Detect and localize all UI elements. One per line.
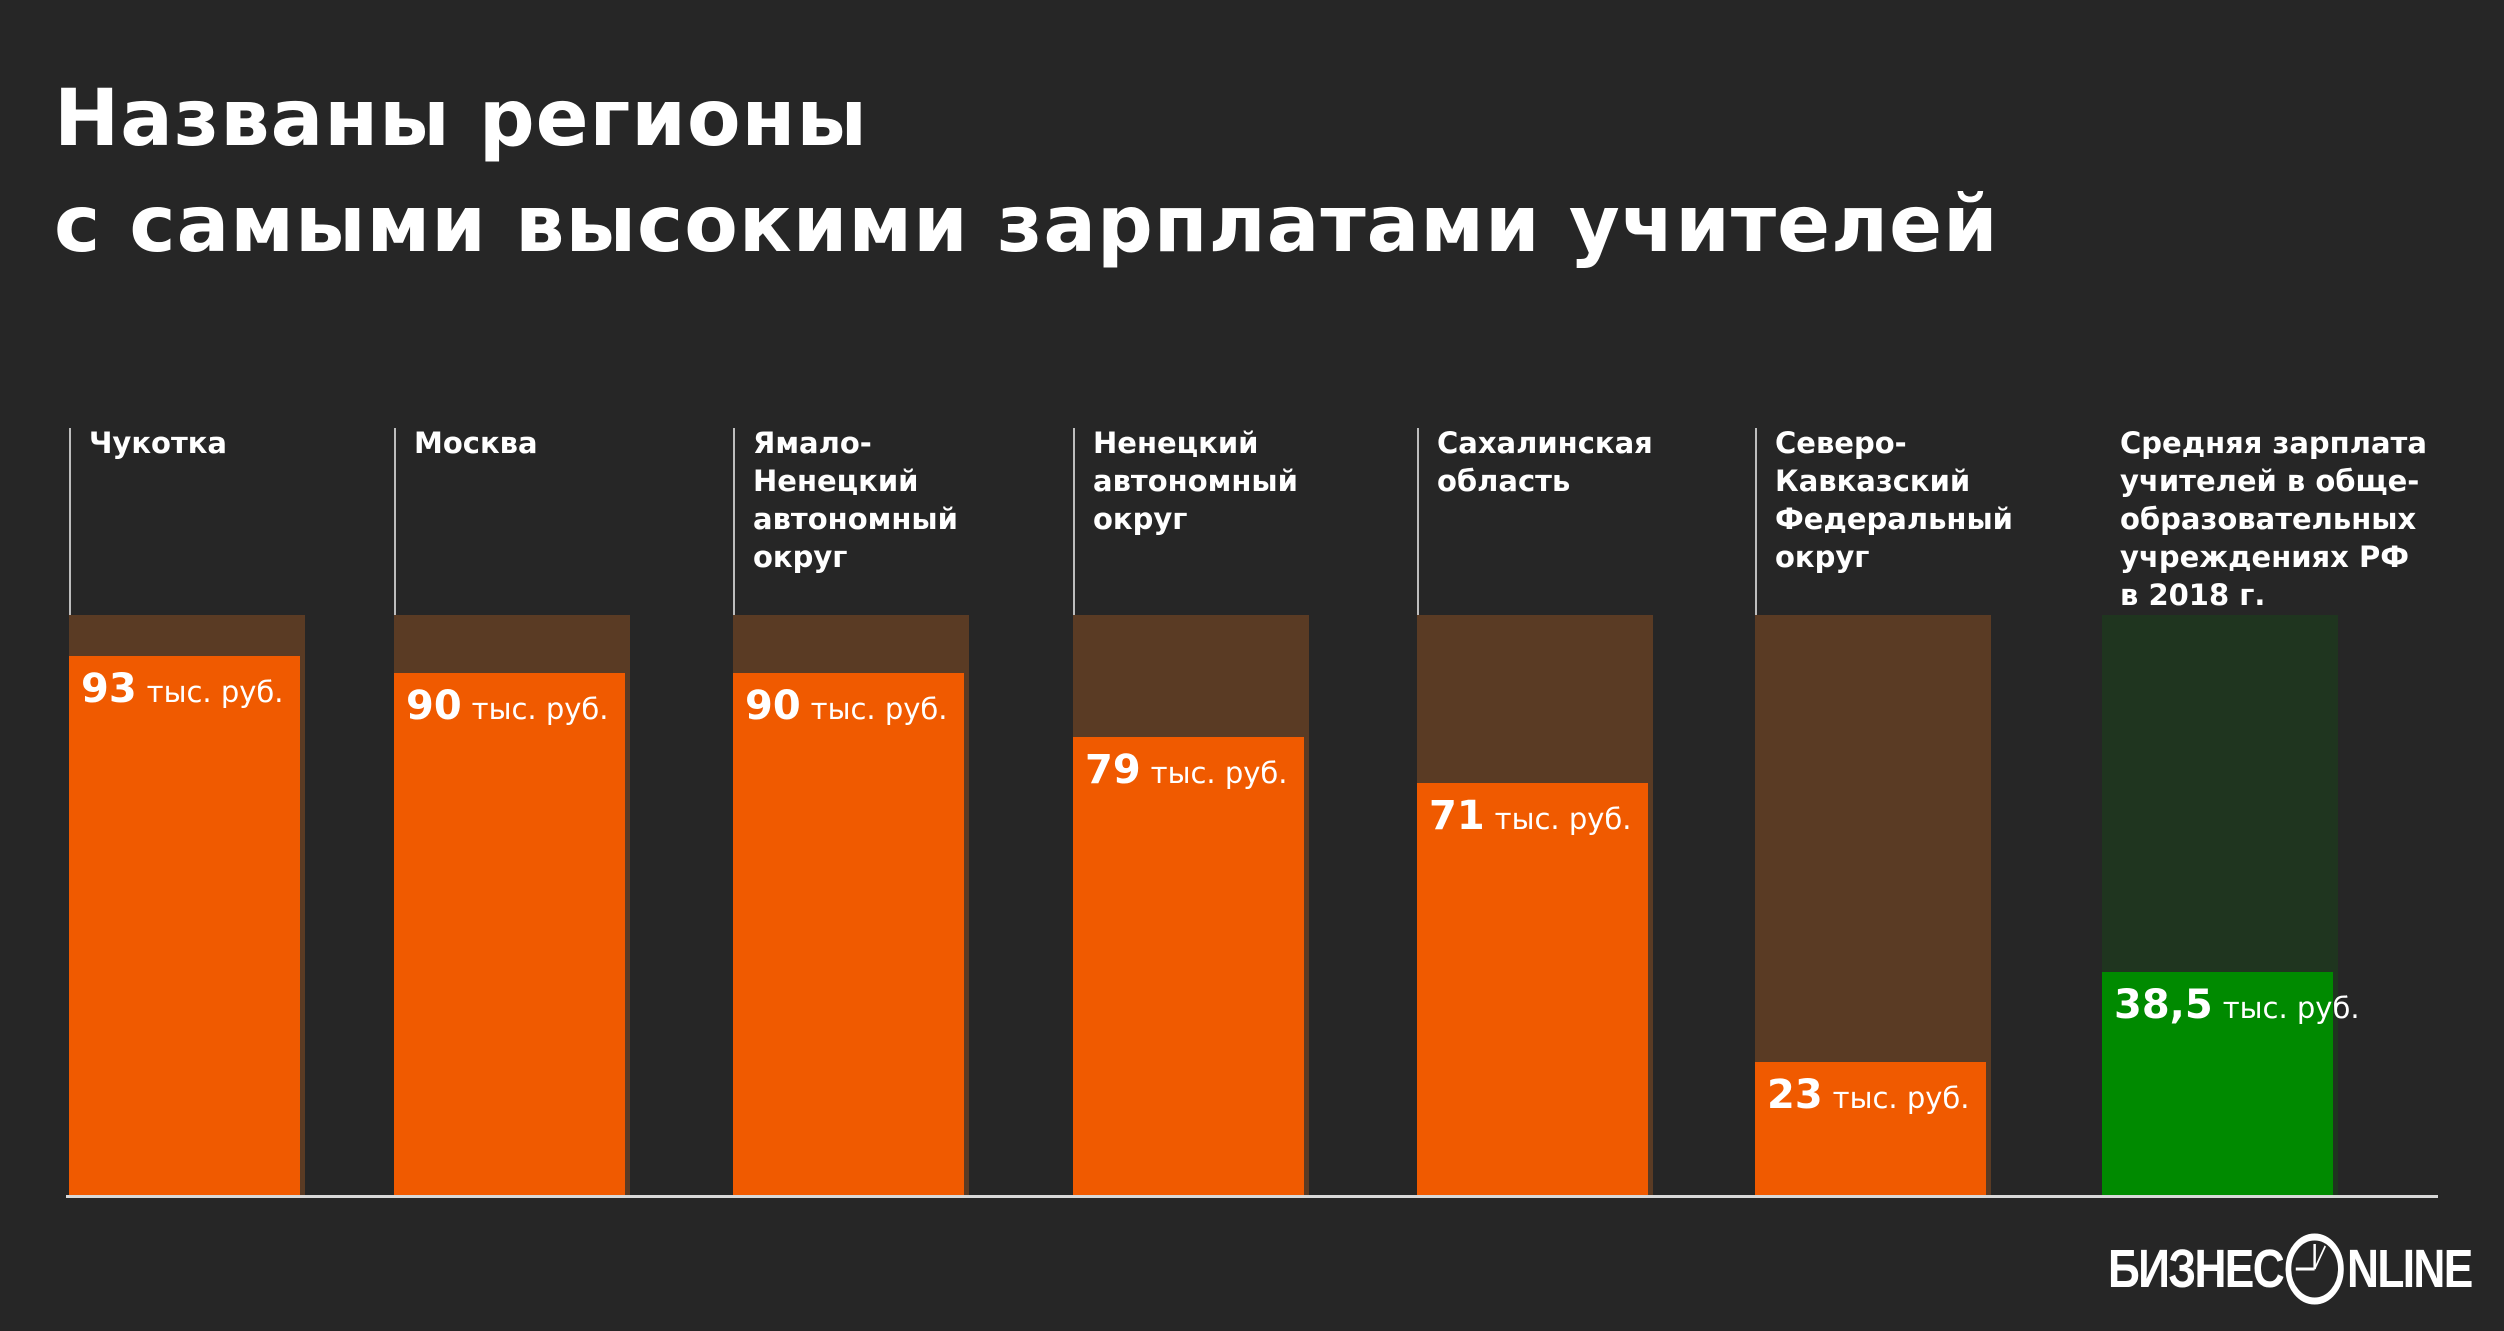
data-label: 38,5 тыс. руб. (2114, 982, 2360, 1028)
value-number: 90 (406, 683, 462, 729)
data-label: 23 тыс. руб. (1767, 1072, 1970, 1118)
label-leader-line (733, 428, 735, 733)
category-label: Москва (414, 424, 538, 462)
category-label-line: автономный (1093, 464, 1298, 498)
logo: БИЗНЕС NLINE (2108, 1232, 2473, 1306)
category-label-line: Северо- (1775, 426, 1907, 460)
logo-text-right: NLINE (2347, 1239, 2473, 1299)
value-unit: тыс. руб. (1832, 1080, 1970, 1115)
logo-text-left: БИЗНЕС (2108, 1239, 2285, 1299)
x-axis-line (66, 1195, 2438, 1198)
data-label: 90 тыс. руб. (406, 683, 609, 729)
category-label: Средняя зарплата учителей в обще-образова… (2120, 424, 2427, 614)
bar (1417, 783, 1648, 1195)
category-label-line: Москва (414, 426, 538, 460)
category-label-line: учреждениях РФ (2120, 540, 2409, 574)
category-label: Чукотка (89, 424, 227, 462)
average-bar (2102, 971, 2333, 1195)
bar (1755, 1061, 1986, 1195)
value-unit: тыс. руб. (2222, 990, 2360, 1025)
category-label-line: Ненецкий (753, 464, 919, 498)
label-leader-line (69, 428, 71, 716)
value-unit: тыс. руб. (1150, 755, 1288, 790)
value-number: 93 (81, 665, 137, 712)
chart-title: Названы регионы с самыми высокими зарпла… (54, 66, 1999, 278)
category-label-line: автономный (753, 502, 958, 536)
data-label: 79 тыс. руб. (1085, 747, 1288, 793)
bar (69, 655, 300, 1195)
category-label-line: учителей в обще- (2120, 464, 2420, 498)
title-line-1: Названы регионы (54, 74, 868, 164)
category-label: Северо- Кавказский Федеральный округ (1775, 424, 2013, 576)
category-label-line: округ (1775, 540, 1870, 574)
category-label-line: в 2018 г. (2120, 578, 2266, 612)
value-unit: тыс. руб. (146, 674, 284, 709)
data-label: 90 тыс. руб. (745, 683, 948, 729)
category-label-line: Кавказский (1775, 464, 1971, 498)
category-label-line: область (1437, 464, 1571, 498)
value-number: 90 (745, 683, 801, 729)
category-label-line: образовательных (2120, 502, 2417, 536)
value-unit: тыс. руб. (810, 692, 948, 726)
bar (1073, 736, 1304, 1195)
category-label: Ненецкий автономный округ (1093, 424, 1298, 538)
category-label-line: Ямало- (753, 426, 872, 460)
value-number: 71 (1429, 793, 1485, 840)
category-label-line: округ (1093, 502, 1188, 536)
data-label: 71 тыс. руб. (1429, 793, 1632, 839)
clock-icon (2285, 1233, 2345, 1305)
label-leader-line (1073, 428, 1075, 797)
category-label: Ямало- Ненецкий автономный округ (753, 424, 958, 576)
category-label: Сахалинская область (1437, 424, 1653, 500)
value-number: 38,5 (2114, 981, 2213, 1028)
category-label-line: округ (753, 540, 848, 574)
data-label: 93 тыс. руб. (81, 666, 284, 712)
value-number: 79 (1085, 746, 1141, 793)
category-label-line: Средняя зарплата (2120, 426, 2427, 460)
value-unit: тыс. руб. (1494, 802, 1632, 837)
bar (394, 673, 625, 1195)
title-line-2: с самыми высокими зарплатами учителей (54, 180, 1999, 270)
category-label-line: Ненецкий (1093, 426, 1259, 460)
value-number: 23 (1767, 1071, 1823, 1118)
value-unit: тыс. руб. (471, 692, 609, 726)
label-leader-line (394, 428, 396, 733)
category-label-line: Чукотка (89, 426, 228, 460)
category-label-line: Сахалинская (1437, 426, 1653, 460)
category-label-line: Федеральный (1775, 502, 2014, 536)
bar (733, 673, 964, 1195)
